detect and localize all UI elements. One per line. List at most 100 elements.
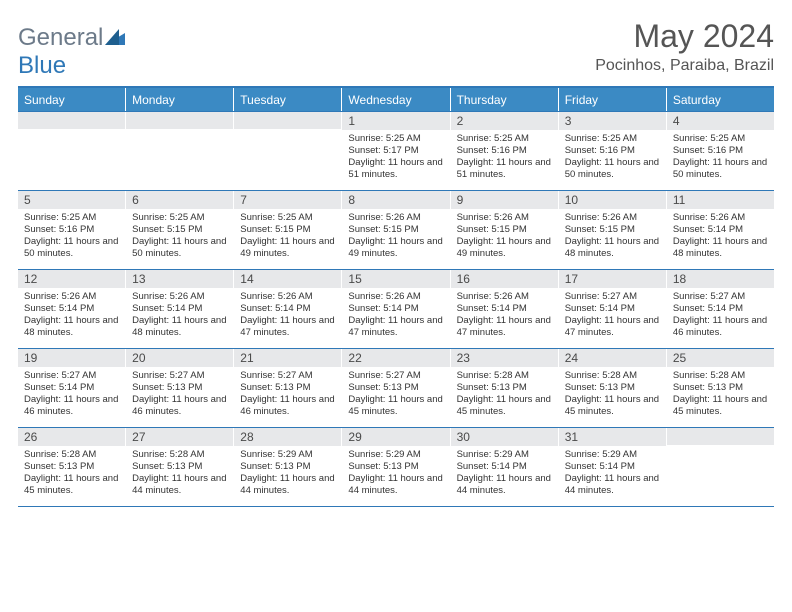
sunrise-text: Sunrise: 5:27 AM — [132, 370, 227, 382]
sunset-text: Sunset: 5:13 PM — [24, 461, 119, 473]
sunrise-text: Sunrise: 5:26 AM — [240, 291, 335, 303]
weekday-header-cell: Sunday — [18, 88, 126, 111]
daylight-text: Daylight: 11 hours and 44 minutes. — [348, 473, 443, 497]
logo-part1: General — [18, 24, 103, 51]
sunrise-text: Sunrise: 5:29 AM — [240, 449, 335, 461]
day-cell: 26Sunrise: 5:28 AMSunset: 5:13 PMDayligh… — [18, 428, 126, 506]
day-cell: 25Sunrise: 5:28 AMSunset: 5:13 PMDayligh… — [667, 349, 774, 427]
day-cell: 13Sunrise: 5:26 AMSunset: 5:14 PMDayligh… — [126, 270, 234, 348]
sunset-text: Sunset: 5:13 PM — [348, 461, 443, 473]
sunrise-text: Sunrise: 5:25 AM — [24, 212, 119, 224]
day-cell: 12Sunrise: 5:26 AMSunset: 5:14 PMDayligh… — [18, 270, 126, 348]
sunrise-text: Sunrise: 5:27 AM — [348, 370, 443, 382]
sunset-text: Sunset: 5:13 PM — [132, 461, 227, 473]
sunrise-text: Sunrise: 5:26 AM — [673, 212, 768, 224]
day-cell: 28Sunrise: 5:29 AMSunset: 5:13 PMDayligh… — [234, 428, 342, 506]
logo: GeneralBlue — [18, 18, 125, 80]
sunrise-text: Sunrise: 5:28 AM — [457, 370, 552, 382]
day-body: Sunrise: 5:26 AMSunset: 5:14 PMDaylight:… — [18, 288, 125, 343]
sunrise-text: Sunrise: 5:25 AM — [132, 212, 227, 224]
title-block: May 2024 Pocinhos, Paraiba, Brazil — [595, 18, 774, 75]
sunrise-text: Sunrise: 5:27 AM — [240, 370, 335, 382]
daylight-text: Daylight: 11 hours and 48 minutes. — [565, 236, 660, 260]
calendar-page: GeneralBlue May 2024 Pocinhos, Paraiba, … — [0, 0, 792, 517]
sunrise-text: Sunrise: 5:25 AM — [565, 133, 660, 145]
daylight-text: Daylight: 11 hours and 48 minutes. — [673, 236, 768, 260]
daylight-text: Daylight: 11 hours and 47 minutes. — [348, 315, 443, 339]
day-body — [126, 129, 233, 136]
sunrise-text: Sunrise: 5:25 AM — [348, 133, 443, 145]
day-body: Sunrise: 5:26 AMSunset: 5:14 PMDaylight:… — [451, 288, 558, 343]
day-cell: 24Sunrise: 5:28 AMSunset: 5:13 PMDayligh… — [559, 349, 667, 427]
day-body: Sunrise: 5:26 AMSunset: 5:15 PMDaylight:… — [342, 209, 449, 264]
day-cell: 2Sunrise: 5:25 AMSunset: 5:16 PMDaylight… — [451, 112, 559, 190]
daylight-text: Daylight: 11 hours and 48 minutes. — [24, 315, 119, 339]
sunrise-text: Sunrise: 5:27 AM — [565, 291, 660, 303]
sunset-text: Sunset: 5:14 PM — [565, 303, 660, 315]
day-number — [234, 112, 341, 129]
day-body: Sunrise: 5:25 AMSunset: 5:16 PMDaylight:… — [667, 130, 774, 185]
day-body: Sunrise: 5:27 AMSunset: 5:14 PMDaylight:… — [667, 288, 774, 343]
sunrise-text: Sunrise: 5:27 AM — [24, 370, 119, 382]
sunset-text: Sunset: 5:14 PM — [24, 382, 119, 394]
location-label: Pocinhos, Paraiba, Brazil — [595, 57, 774, 75]
day-number — [667, 428, 774, 445]
day-number: 2 — [451, 112, 558, 130]
week-row: 12Sunrise: 5:26 AMSunset: 5:14 PMDayligh… — [18, 269, 774, 348]
daylight-text: Daylight: 11 hours and 44 minutes. — [565, 473, 660, 497]
day-number: 5 — [18, 191, 125, 209]
daylight-text: Daylight: 11 hours and 46 minutes. — [673, 315, 768, 339]
day-cell: 18Sunrise: 5:27 AMSunset: 5:14 PMDayligh… — [667, 270, 774, 348]
day-number: 28 — [234, 428, 341, 446]
day-body — [667, 445, 774, 452]
week-row: 26Sunrise: 5:28 AMSunset: 5:13 PMDayligh… — [18, 427, 774, 506]
day-number — [126, 112, 233, 129]
day-cell: 4Sunrise: 5:25 AMSunset: 5:16 PMDaylight… — [667, 112, 774, 190]
day-body: Sunrise: 5:25 AMSunset: 5:15 PMDaylight:… — [234, 209, 341, 264]
sunrise-text: Sunrise: 5:25 AM — [240, 212, 335, 224]
sunset-text: Sunset: 5:14 PM — [240, 303, 335, 315]
sunrise-text: Sunrise: 5:26 AM — [565, 212, 660, 224]
day-cell: 6Sunrise: 5:25 AMSunset: 5:15 PMDaylight… — [126, 191, 234, 269]
day-body: Sunrise: 5:25 AMSunset: 5:16 PMDaylight:… — [451, 130, 558, 185]
daylight-text: Daylight: 11 hours and 50 minutes. — [24, 236, 119, 260]
weekday-header-row: SundayMondayTuesdayWednesdayThursdayFrid… — [18, 88, 774, 111]
week-row: 5Sunrise: 5:25 AMSunset: 5:16 PMDaylight… — [18, 190, 774, 269]
day-body: Sunrise: 5:25 AMSunset: 5:16 PMDaylight:… — [18, 209, 125, 264]
daylight-text: Daylight: 11 hours and 46 minutes. — [24, 394, 119, 418]
day-number: 20 — [126, 349, 233, 367]
sunset-text: Sunset: 5:15 PM — [240, 224, 335, 236]
day-number: 23 — [451, 349, 558, 367]
day-body: Sunrise: 5:26 AMSunset: 5:14 PMDaylight:… — [234, 288, 341, 343]
day-number: 8 — [342, 191, 449, 209]
day-number: 3 — [559, 112, 666, 130]
daylight-text: Daylight: 11 hours and 48 minutes. — [132, 315, 227, 339]
day-cell — [18, 112, 126, 190]
weekday-header-cell: Tuesday — [234, 88, 342, 111]
daylight-text: Daylight: 11 hours and 45 minutes. — [348, 394, 443, 418]
sunset-text: Sunset: 5:13 PM — [348, 382, 443, 394]
month-title: May 2024 — [595, 18, 774, 55]
calendar-bottom-border — [18, 506, 774, 507]
weekday-header-cell: Monday — [126, 88, 234, 111]
daylight-text: Daylight: 11 hours and 47 minutes. — [240, 315, 335, 339]
sunset-text: Sunset: 5:16 PM — [673, 145, 768, 157]
day-body: Sunrise: 5:26 AMSunset: 5:15 PMDaylight:… — [451, 209, 558, 264]
day-number: 15 — [342, 270, 449, 288]
day-number: 7 — [234, 191, 341, 209]
sunrise-text: Sunrise: 5:28 AM — [673, 370, 768, 382]
day-number — [18, 112, 125, 129]
day-cell: 22Sunrise: 5:27 AMSunset: 5:13 PMDayligh… — [342, 349, 450, 427]
sunrise-text: Sunrise: 5:28 AM — [565, 370, 660, 382]
day-body: Sunrise: 5:26 AMSunset: 5:14 PMDaylight:… — [667, 209, 774, 264]
day-number: 17 — [559, 270, 666, 288]
day-number: 14 — [234, 270, 341, 288]
day-cell: 16Sunrise: 5:26 AMSunset: 5:14 PMDayligh… — [451, 270, 559, 348]
weekday-header-cell: Saturday — [667, 88, 774, 111]
sunset-text: Sunset: 5:16 PM — [457, 145, 552, 157]
day-cell: 9Sunrise: 5:26 AMSunset: 5:15 PMDaylight… — [451, 191, 559, 269]
daylight-text: Daylight: 11 hours and 46 minutes. — [240, 394, 335, 418]
sunrise-text: Sunrise: 5:26 AM — [348, 212, 443, 224]
day-cell: 21Sunrise: 5:27 AMSunset: 5:13 PMDayligh… — [234, 349, 342, 427]
sunrise-text: Sunrise: 5:28 AM — [132, 449, 227, 461]
